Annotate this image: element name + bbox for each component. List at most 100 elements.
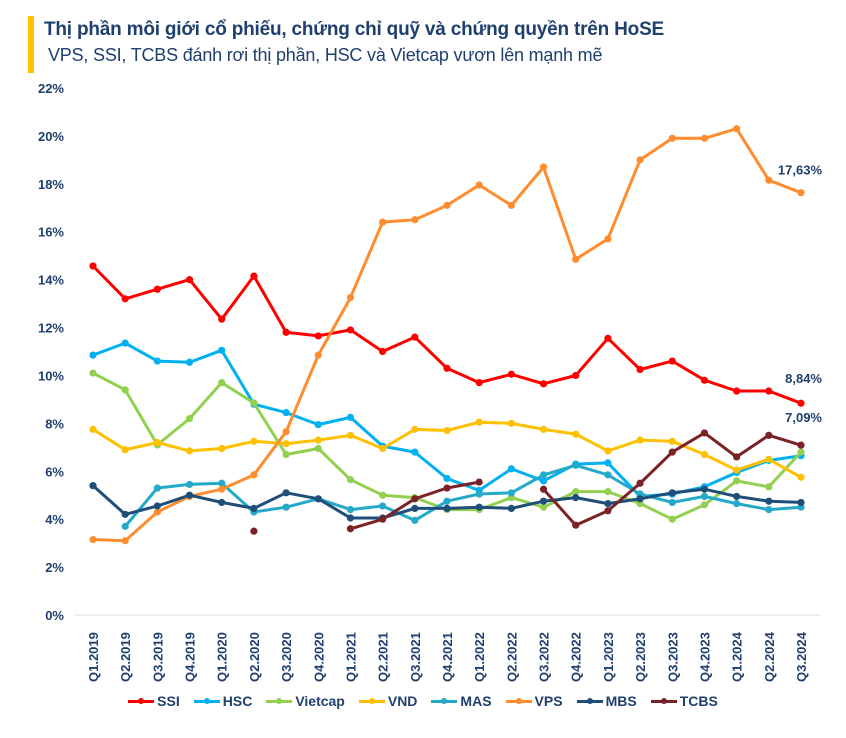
x-tick-label: Q4.2019 (183, 632, 198, 682)
data-point-tcbs (733, 453, 741, 461)
data-point-ssi (700, 376, 709, 384)
data-point-vnd (153, 438, 161, 447)
data-point-tcbs (572, 521, 580, 529)
data-point-vnd (539, 425, 548, 433)
data-point-vnd (797, 473, 805, 481)
data-point-vietcap (314, 444, 322, 453)
data-point-ssi (797, 399, 805, 407)
data-point-vps (411, 216, 419, 224)
data-label-vps: 17,63% (778, 163, 823, 178)
data-point-hsc (507, 465, 515, 473)
data-point-ssi (604, 334, 612, 342)
data-point-mas (572, 461, 580, 469)
data-point-ssi (765, 387, 773, 395)
data-point-ssi (636, 365, 644, 374)
legend-swatch (650, 697, 677, 704)
data-point-vietcap (346, 476, 355, 484)
legend-label: MAS (460, 693, 492, 709)
data-point-ssi (539, 380, 548, 388)
data-point-vps (507, 201, 515, 209)
data-point-mbs (700, 485, 709, 493)
legend-swatch (505, 697, 532, 704)
legend-label: VND (387, 693, 418, 709)
x-tick-label: Q2.2022 (504, 632, 519, 682)
data-point-ssi (185, 276, 194, 284)
data-point-mbs (250, 504, 258, 513)
y-tick-label: 4% (45, 512, 64, 527)
series-line-mas (124, 463, 802, 528)
x-axis: Q1.2019 Q2.2019 Q3.2019 Q4.2019 Q1.2020 Q2.20… (86, 631, 809, 682)
data-label-ssi: 8,84% (785, 371, 822, 386)
data-point-mas (218, 479, 226, 487)
series-vps (89, 125, 805, 545)
data-point-vnd (572, 430, 580, 438)
data-point-tcbs (475, 478, 483, 486)
legend: SSI HSC Vietcap VND MAS VPS MBS TCBS (0, 693, 846, 709)
data-point-mas (153, 484, 161, 492)
data-point-mbs (121, 510, 129, 518)
data-point-mas (700, 492, 709, 501)
data-point-ssi (346, 326, 355, 334)
chart-title: Thị phần môi giới cổ phiếu, chứng chỉ qu… (44, 19, 665, 40)
x-tick-label: Q4.2021 (440, 632, 455, 682)
data-point-tcbs (250, 527, 258, 535)
data-point-vps (218, 485, 226, 493)
data-point-vps (572, 255, 580, 263)
legend-item-vps: VPS (505, 693, 563, 709)
data-point-vietcap (765, 483, 773, 491)
data-point-ssi (314, 332, 322, 340)
data-point-ssi (218, 315, 226, 323)
legend-item-mas: MAS (431, 693, 492, 709)
x-tick-label: Q2.2019 (118, 632, 133, 682)
data-point-mas (475, 490, 483, 498)
data-point-vps (346, 294, 355, 302)
data-point-tcbs (379, 515, 387, 523)
data-point-vnd (604, 447, 612, 455)
data-point-mas (668, 498, 676, 507)
data-point-vnd (185, 447, 194, 455)
data-point-vps (282, 428, 290, 436)
x-tick-label: Q2.2023 (633, 632, 648, 682)
data-point-vps (153, 508, 161, 516)
data-point-mbs (314, 495, 322, 503)
data-point-vps (797, 189, 805, 197)
data-point-mbs (733, 492, 741, 501)
data-point-tcbs (411, 495, 419, 503)
series-tcbs (250, 429, 805, 535)
data-point-tcbs (668, 448, 676, 456)
data-point-vnd (507, 419, 515, 427)
x-tick-label: Q4.2022 (569, 632, 584, 682)
data-point-ssi (668, 357, 676, 365)
data-point-vps (250, 471, 258, 479)
data-point-hsc (185, 358, 194, 366)
data-point-mbs (443, 504, 451, 513)
data-point-vnd (218, 444, 226, 453)
legend-item-vietcap: Vietcap (266, 693, 345, 709)
data-point-ssi (443, 364, 451, 372)
data-point-vps (733, 125, 741, 133)
data-point-vps (379, 218, 387, 226)
y-tick-label: 8% (45, 416, 64, 431)
y-tick-label: 6% (45, 464, 64, 479)
data-point-vietcap (379, 491, 387, 499)
data-point-mbs (797, 498, 805, 507)
legend-label: MBS (605, 693, 637, 709)
data-point-vietcap (604, 488, 612, 496)
y-tick-label: 16% (38, 225, 64, 240)
legend-swatch (193, 697, 220, 704)
x-tick-label: Q4.2020 (311, 632, 326, 682)
data-point-mbs (89, 482, 97, 490)
data-point-mas (765, 506, 773, 514)
data-point-mbs (153, 502, 161, 510)
data-point-mas (443, 497, 451, 505)
data-point-vnd (89, 425, 97, 433)
data-point-vps (475, 181, 483, 189)
data-point-hsc (604, 459, 612, 467)
data-point-mbs (411, 504, 419, 513)
data-point-ssi (572, 371, 580, 380)
data-point-mbs (636, 495, 644, 503)
data-point-vps (314, 351, 322, 359)
series-hsc (89, 339, 805, 501)
data-point-hsc (282, 408, 290, 417)
data-point-mbs (668, 489, 676, 497)
